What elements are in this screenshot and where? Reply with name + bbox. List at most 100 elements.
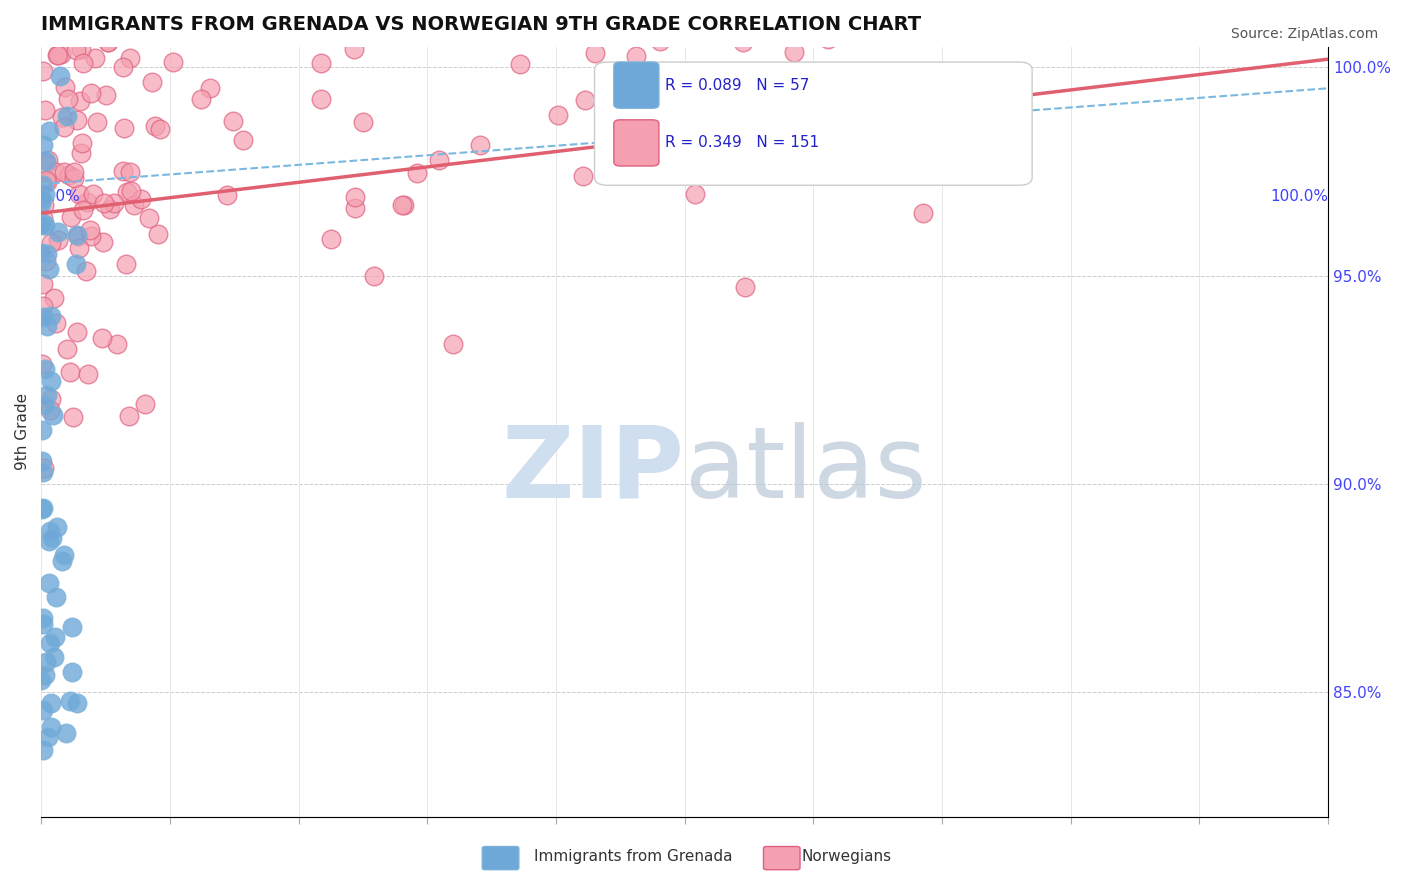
Point: [572, 169, 595, 183]
Point: [343, 190, 366, 204]
Point: [35, 173, 58, 187]
Point: [115, 257, 138, 271]
Point: [309, 56, 332, 70]
Point: [46, 48, 69, 62]
Point: [53, 79, 76, 94]
Point: [363, 269, 385, 284]
Point: [38, 261, 60, 276]
Point: [146, 227, 169, 241]
Point: [735, 19, 758, 33]
Point: [45, 164, 67, 178]
Point: [82, 186, 104, 201]
Point: [817, 32, 839, 46]
Point: [162, 55, 184, 70]
Point: [391, 197, 413, 211]
Point: [79, 223, 101, 237]
Point: [35, 157, 58, 171]
Point: [56, 342, 79, 356]
Point: [352, 114, 374, 128]
Point: [35, 388, 58, 402]
FancyBboxPatch shape: [614, 120, 659, 166]
Point: [38, 533, 60, 548]
Point: [31, 357, 53, 371]
Point: [51, 110, 73, 124]
Point: [200, 80, 222, 95]
Point: [30, 673, 52, 687]
Point: [734, 279, 756, 293]
Point: [620, 85, 643, 99]
Point: [769, 99, 792, 113]
Point: [309, 92, 332, 106]
Point: [149, 122, 172, 136]
Point: [45, 317, 67, 331]
Point: [32, 310, 55, 325]
Point: [44, 630, 66, 644]
Point: [32, 198, 55, 212]
Text: R = 0.089   N = 57: R = 0.089 N = 57: [665, 78, 810, 93]
Point: [111, 60, 134, 74]
Point: [60, 665, 83, 679]
Point: [76, 368, 98, 382]
Point: [683, 187, 706, 202]
Point: [903, 87, 925, 101]
Point: [120, 165, 142, 179]
Point: [34, 398, 56, 412]
Point: [46, 520, 69, 534]
Point: [31, 502, 53, 516]
Point: [98, 202, 121, 216]
Point: [31, 500, 53, 515]
Point: [59, 210, 82, 224]
Point: [32, 64, 55, 78]
Point: [120, 185, 142, 199]
Point: [65, 43, 87, 57]
Point: [39, 636, 62, 650]
Point: [66, 228, 89, 243]
Point: [53, 548, 76, 562]
Point: [66, 228, 89, 243]
Point: [66, 696, 89, 710]
Point: [344, 202, 367, 216]
Point: [105, 337, 128, 351]
Point: [39, 375, 62, 389]
Point: [97, 35, 120, 49]
Point: [32, 217, 55, 231]
Point: [115, 185, 138, 199]
Point: [32, 137, 55, 152]
Point: [232, 133, 254, 147]
Text: Source: ZipAtlas.com: Source: ZipAtlas.com: [1230, 27, 1378, 41]
FancyBboxPatch shape: [614, 62, 659, 108]
Point: [138, 211, 160, 225]
Point: [32, 299, 55, 313]
Text: Immigrants from Grenada: Immigrants from Grenada: [534, 849, 733, 863]
Point: [66, 113, 89, 128]
Point: [52, 165, 75, 179]
Point: [97, 35, 120, 49]
Point: [84, 51, 107, 65]
Point: [51, 46, 73, 61]
Point: [94, 88, 117, 103]
Point: [583, 45, 606, 60]
Point: [755, 77, 778, 91]
Point: [35, 254, 58, 268]
Point: [202, 7, 225, 21]
Point: [70, 42, 93, 56]
Point: [32, 610, 55, 624]
Point: [34, 187, 56, 202]
Point: [63, 170, 86, 185]
Point: [31, 617, 53, 632]
Text: IMMIGRANTS FROM GRENADA VS NORWEGIAN 9TH GRADE CORRELATION CHART: IMMIGRANTS FROM GRENADA VS NORWEGIAN 9TH…: [41, 15, 921, 34]
Point: [31, 192, 53, 206]
Point: [460, 0, 482, 8]
Point: [468, 137, 491, 152]
Y-axis label: 9th Grade: 9th Grade: [15, 393, 30, 470]
Point: [59, 694, 82, 708]
Point: [190, 92, 212, 106]
Point: [156, 20, 179, 34]
Text: Norwegians: Norwegians: [801, 849, 891, 863]
Point: [319, 232, 342, 246]
Point: [35, 246, 58, 260]
Point: [48, 70, 70, 84]
Text: ZIP: ZIP: [502, 422, 685, 518]
Point: [733, 35, 755, 49]
Point: [37, 319, 59, 334]
